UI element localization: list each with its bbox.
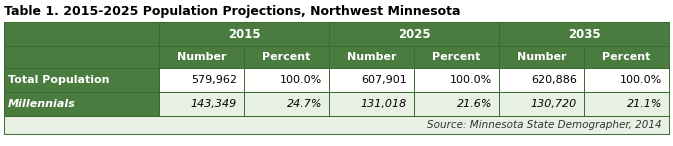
Text: 143,349: 143,349 xyxy=(190,99,237,109)
Bar xyxy=(584,46,669,68)
Text: 131,018: 131,018 xyxy=(361,99,407,109)
Bar xyxy=(329,68,414,92)
Text: 2025: 2025 xyxy=(398,27,430,40)
Bar xyxy=(329,46,414,68)
Text: 100.0%: 100.0% xyxy=(280,75,322,85)
Bar xyxy=(414,46,499,68)
Bar xyxy=(159,46,244,68)
Bar xyxy=(329,22,499,46)
Text: 100.0%: 100.0% xyxy=(620,75,662,85)
Bar xyxy=(414,68,499,92)
Bar xyxy=(4,22,159,46)
Text: Total Population: Total Population xyxy=(8,75,110,85)
Bar xyxy=(4,92,159,116)
Bar xyxy=(244,92,329,116)
Bar xyxy=(4,46,159,68)
Text: Table 1. 2015-2025 Population Projections, Northwest Minnesota: Table 1. 2015-2025 Population Projection… xyxy=(4,5,460,18)
Text: Percent: Percent xyxy=(262,52,311,62)
Text: Source: Minnesota State Demographer, 2014: Source: Minnesota State Demographer, 201… xyxy=(427,120,662,130)
Bar xyxy=(499,92,584,116)
Text: Number: Number xyxy=(177,52,226,62)
Bar xyxy=(584,68,669,92)
Text: 24.7%: 24.7% xyxy=(287,99,322,109)
Bar xyxy=(499,22,669,46)
Bar xyxy=(244,46,329,68)
Text: Percent: Percent xyxy=(602,52,651,62)
Bar xyxy=(159,22,329,46)
Bar xyxy=(4,116,669,134)
Bar xyxy=(584,92,669,116)
Text: 620,886: 620,886 xyxy=(531,75,577,85)
Bar xyxy=(4,68,159,92)
Text: 21.6%: 21.6% xyxy=(456,99,492,109)
Text: 130,720: 130,720 xyxy=(531,99,577,109)
Text: 2015: 2015 xyxy=(227,27,260,40)
Text: 100.0%: 100.0% xyxy=(450,75,492,85)
Text: 21.1%: 21.1% xyxy=(627,99,662,109)
Text: Number: Number xyxy=(517,52,566,62)
Text: 2035: 2035 xyxy=(568,27,600,40)
Bar xyxy=(329,92,414,116)
Text: 579,962: 579,962 xyxy=(191,75,237,85)
Bar xyxy=(499,46,584,68)
Bar xyxy=(244,68,329,92)
Text: Number: Number xyxy=(347,52,396,62)
Text: Percent: Percent xyxy=(432,52,481,62)
Text: 607,901: 607,901 xyxy=(361,75,407,85)
Bar xyxy=(414,92,499,116)
Text: Millennials: Millennials xyxy=(8,99,76,109)
Bar xyxy=(499,68,584,92)
Bar xyxy=(159,92,244,116)
Bar xyxy=(159,68,244,92)
